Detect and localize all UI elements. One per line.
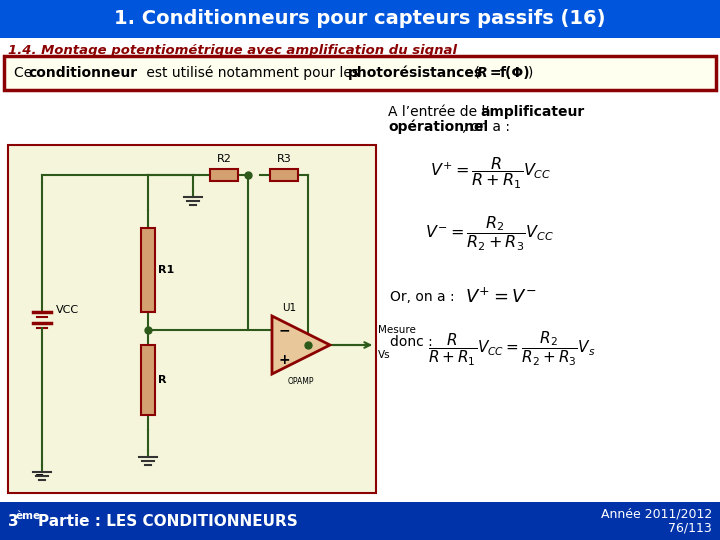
Text: , on a :: , on a : [462, 120, 510, 134]
Text: R1: R1 [158, 265, 174, 275]
Text: conditionneur: conditionneur [28, 66, 137, 80]
Text: −: − [35, 470, 45, 480]
Text: $V^{+} = V^{-}$: $V^{+} = V^{-}$ [465, 287, 536, 306]
Text: f(Φ): f(Φ) [500, 66, 531, 80]
Text: Année 2011/2012: Année 2011/2012 [600, 508, 712, 521]
Text: OPAMP: OPAMP [288, 377, 314, 386]
Text: Vs: Vs [378, 350, 391, 360]
Text: A l’entrée de l’: A l’entrée de l’ [388, 105, 490, 119]
Text: photorésistances: photorésistances [348, 66, 483, 80]
Text: ème: ème [16, 511, 41, 521]
FancyBboxPatch shape [269, 169, 298, 181]
Text: R: R [477, 66, 487, 80]
Text: ): ) [528, 66, 534, 80]
FancyBboxPatch shape [0, 0, 720, 38]
FancyBboxPatch shape [141, 228, 155, 312]
Text: Partie : LES CONDITIONNEURS: Partie : LES CONDITIONNEURS [38, 514, 298, 529]
FancyBboxPatch shape [0, 502, 720, 540]
Text: opérationnel: opérationnel [388, 120, 488, 134]
FancyBboxPatch shape [141, 345, 155, 415]
Text: R2: R2 [217, 154, 231, 164]
FancyBboxPatch shape [8, 145, 376, 493]
Text: U1: U1 [282, 303, 296, 313]
FancyBboxPatch shape [210, 169, 238, 181]
Text: +: + [278, 353, 290, 367]
Text: =: = [485, 66, 506, 80]
Text: 1.4. Montage potentiométrique avec amplification du signal: 1.4. Montage potentiométrique avec ampli… [8, 44, 457, 57]
FancyBboxPatch shape [4, 56, 716, 90]
Text: Mesure: Mesure [378, 325, 416, 335]
Text: (: ( [470, 66, 480, 80]
Text: R3: R3 [276, 154, 292, 164]
Polygon shape [272, 316, 330, 374]
Text: Ce: Ce [14, 66, 37, 80]
Text: 3: 3 [8, 514, 19, 529]
Text: 76/113: 76/113 [668, 522, 712, 535]
Text: donc :: donc : [390, 335, 433, 349]
Text: 1. Conditionneurs pour capteurs passifs (16): 1. Conditionneurs pour capteurs passifs … [114, 10, 606, 29]
Text: $\dfrac{R}{R+R_1}V_{CC} = \dfrac{R_2}{R_2+R_3}V_s$: $\dfrac{R}{R+R_1}V_{CC} = \dfrac{R_2}{R_… [428, 330, 595, 368]
Text: est utilisé notamment pour les: est utilisé notamment pour les [142, 66, 364, 80]
Text: amplificateur: amplificateur [480, 105, 584, 119]
Text: VCC: VCC [56, 305, 79, 315]
Text: R: R [158, 375, 166, 385]
Text: Or, on a :: Or, on a : [390, 290, 454, 304]
Text: −: − [278, 323, 290, 337]
Text: $V^{+} = \dfrac{R}{R+R_1}V_{CC}$: $V^{+} = \dfrac{R}{R+R_1}V_{CC}$ [430, 155, 552, 191]
Text: $V^{-} = \dfrac{R_2}{R_2+R_3}V_{CC}$: $V^{-} = \dfrac{R_2}{R_2+R_3}V_{CC}$ [425, 215, 554, 253]
